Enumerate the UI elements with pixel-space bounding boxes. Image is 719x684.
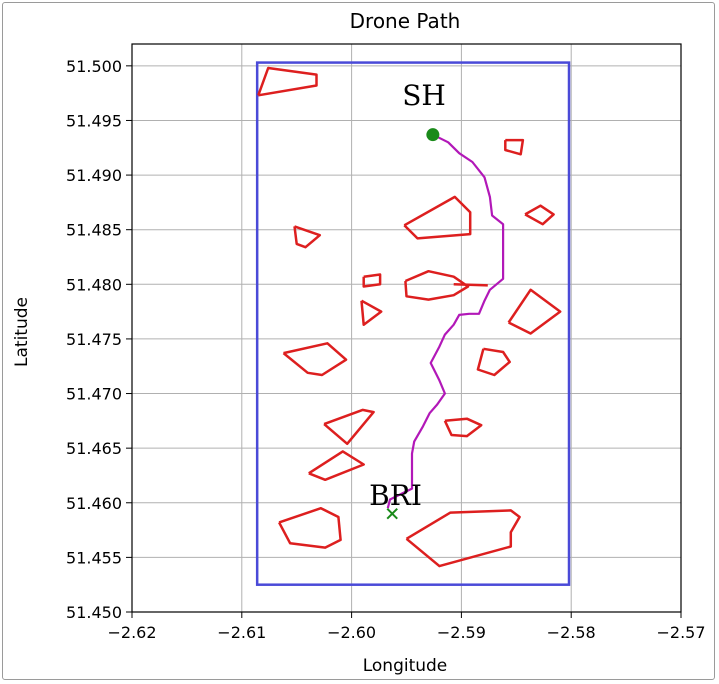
y-tick-label: 51.485 <box>66 221 122 240</box>
y-tick-label: 51.490 <box>66 166 122 185</box>
obstacle-polygon <box>293 225 322 249</box>
x-tick-label: −2.62 <box>107 623 156 642</box>
y-tick-label: 51.470 <box>66 385 122 404</box>
y-tick-label: 51.475 <box>66 330 122 349</box>
path-layer <box>386 133 505 509</box>
y-tick-label: 51.465 <box>66 439 122 458</box>
plot-area-frame <box>131 43 682 613</box>
obstacle-polygon <box>507 288 562 335</box>
obstacle-polygon <box>282 342 348 377</box>
y-tick-label: 51.495 <box>66 111 122 130</box>
obstacle-polygon <box>362 273 382 288</box>
obstacle-polygon <box>257 66 318 97</box>
obstacle-layer <box>257 66 562 568</box>
grid <box>131 44 682 613</box>
boundary-layer <box>255 61 571 586</box>
x-tick-label: −2.61 <box>217 623 266 642</box>
obstacle-polygon <box>360 299 383 326</box>
boundary-rect <box>255 61 571 586</box>
x-tick-label: −2.58 <box>547 623 596 642</box>
x-tick-label: −2.59 <box>437 623 486 642</box>
y-tick-label: 51.500 <box>66 57 122 76</box>
obstacle-polygon <box>476 347 511 377</box>
obstacle-polygon <box>504 138 525 156</box>
obstacle-polygon <box>308 450 365 482</box>
obstacle-polygon <box>277 506 342 549</box>
tick-layer: −2.62 −2.61 −2.60 −2.59 −2.58 −2.57 51.450 51.4… <box>66 57 706 642</box>
obstacle-polygon <box>404 269 470 301</box>
y-tick-label: 51.460 <box>66 494 122 513</box>
obstacle-polygon <box>524 204 555 226</box>
y-tick-label: 51.450 <box>66 603 122 622</box>
x-tick-label: −2.60 <box>327 623 376 642</box>
annotation-layer: SH BRI <box>369 79 446 512</box>
location-label: SH <box>402 79 446 112</box>
y-tick-label: 51.480 <box>66 275 122 294</box>
marker-layer <box>386 128 440 520</box>
obstacle-polygon <box>405 509 521 568</box>
drone-path-line <box>386 133 505 509</box>
y-axis-title: Latitude <box>12 297 32 367</box>
obstacle-polygon <box>403 195 472 240</box>
start-marker <box>426 128 440 142</box>
obstacle-polygon <box>323 408 375 446</box>
x-axis-title: Longitude <box>363 656 448 676</box>
end-marker <box>386 507 398 520</box>
obstacle-polygon <box>443 417 483 438</box>
y-tick-label: 51.455 <box>66 548 122 567</box>
obstacle-polygon <box>453 283 488 287</box>
location-label: BRI <box>369 479 422 512</box>
x-tick-label: −2.57 <box>656 623 705 642</box>
chart-title: Drone Path <box>350 9 461 33</box>
